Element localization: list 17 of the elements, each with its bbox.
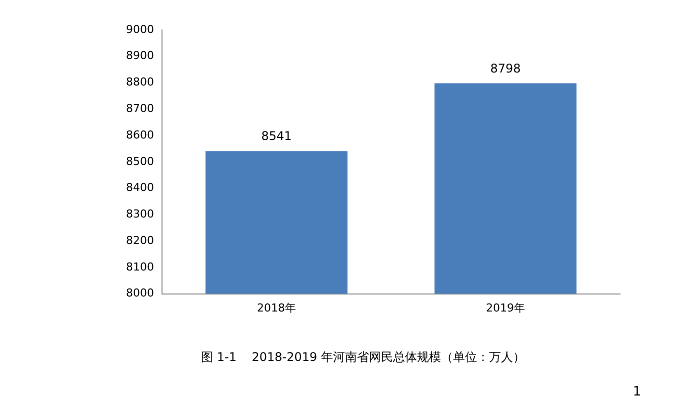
y-tick-label: 8600 xyxy=(126,128,154,142)
x-tick-label: 2018年 xyxy=(256,301,296,314)
y-tick-label: 8900 xyxy=(126,49,154,62)
y-tick-label: 8100 xyxy=(126,260,154,274)
y-tick-label: 8000 xyxy=(126,286,154,300)
data-label: 8541 xyxy=(261,129,292,144)
y-tick-label: 8400 xyxy=(126,181,154,194)
y-tick-label: 8300 xyxy=(126,208,154,221)
y-tick-label: 8800 xyxy=(126,76,154,89)
text: 1 xyxy=(632,384,642,400)
y-tick-label: 9000 xyxy=(126,22,154,36)
x-tick-label: 2019年 xyxy=(486,301,525,314)
y-tick-label: 8700 xyxy=(126,102,154,115)
caption: 图 1-1 2018-2019 年河南省网民总体规模（单位：万人） xyxy=(201,350,525,364)
data-label: 8798 xyxy=(490,61,521,76)
y-tick-label: 8500 xyxy=(126,154,154,168)
y-tick-label: 8200 xyxy=(126,234,154,247)
